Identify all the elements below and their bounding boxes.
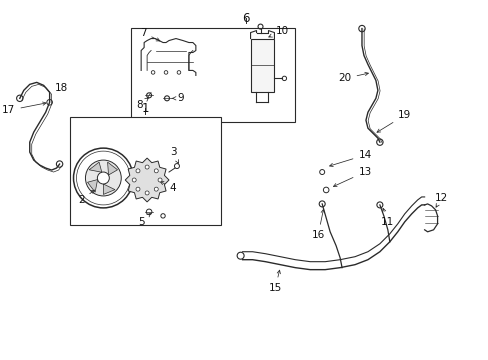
Circle shape <box>177 71 181 74</box>
Text: 15: 15 <box>268 270 282 293</box>
Text: 18: 18 <box>55 84 68 93</box>
Polygon shape <box>107 162 117 175</box>
Text: 2: 2 <box>78 190 94 205</box>
Circle shape <box>132 178 136 182</box>
Text: 9: 9 <box>172 93 184 103</box>
Circle shape <box>136 169 140 173</box>
Circle shape <box>145 191 149 195</box>
Circle shape <box>158 178 162 182</box>
Text: 16: 16 <box>311 210 324 240</box>
Text: 11: 11 <box>381 208 394 227</box>
Bar <box>250 39 274 92</box>
Circle shape <box>85 160 121 196</box>
Polygon shape <box>89 162 102 172</box>
Text: 20: 20 <box>338 72 367 84</box>
Circle shape <box>154 187 158 191</box>
Bar <box>131 28 295 122</box>
Text: 1: 1 <box>141 102 148 115</box>
Polygon shape <box>87 180 98 192</box>
Text: 10: 10 <box>268 26 288 37</box>
Circle shape <box>154 169 158 173</box>
Text: 3: 3 <box>169 147 178 163</box>
Text: 6: 6 <box>242 12 249 25</box>
Text: 14: 14 <box>329 150 371 167</box>
Circle shape <box>97 172 109 184</box>
Circle shape <box>151 71 155 74</box>
Text: 12: 12 <box>434 193 447 207</box>
Text: 13: 13 <box>333 167 371 186</box>
Text: 4: 4 <box>160 182 176 193</box>
Text: 5: 5 <box>138 213 150 227</box>
Text: 19: 19 <box>376 110 410 132</box>
Circle shape <box>136 187 140 191</box>
Circle shape <box>164 71 167 74</box>
Bar <box>69 117 220 225</box>
Polygon shape <box>125 158 169 202</box>
Text: 8: 8 <box>136 98 148 110</box>
Text: 17: 17 <box>2 102 46 115</box>
Text: 7: 7 <box>140 28 160 41</box>
Polygon shape <box>103 184 115 194</box>
Circle shape <box>145 165 149 169</box>
